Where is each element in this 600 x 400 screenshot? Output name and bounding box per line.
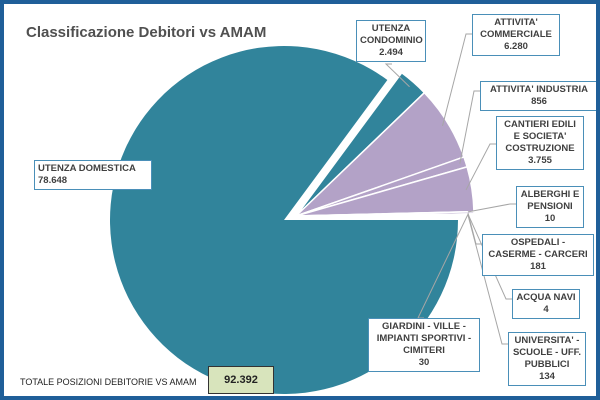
data-label-value: 10 xyxy=(544,213,556,224)
data-label-name: ALBERGHI E PENSIONI xyxy=(520,189,580,212)
chart-title: Classificazione Debitori vs AMAM xyxy=(26,24,267,41)
data-label-value: 6.280 xyxy=(504,41,528,52)
pie-slice xyxy=(295,213,475,217)
data-label: ALBERGHI E PENSIONI 10 xyxy=(516,186,584,228)
data-label-value: 134 xyxy=(539,371,555,382)
data-label-value: 2.494 xyxy=(379,47,403,58)
data-label-value: 30 xyxy=(418,357,430,368)
data-label: ATTIVITA' COMMERCIALE 6.280 xyxy=(472,14,560,56)
data-label-name: ATTIVITA' INDUSTRIA xyxy=(490,84,588,95)
data-label-name: UNIVERSITA' - SCUOLE - UFF. PUBBLICI xyxy=(512,335,582,370)
data-label: GIARDINI - VILLE - IMPIANTI SPORTIVI - C… xyxy=(368,318,480,372)
data-label-name: OSPEDALI - CASERME - CARCERI xyxy=(488,237,588,260)
data-label-value: 4 xyxy=(543,304,549,315)
data-label: UTENZA CONDOMINIO 2.494 xyxy=(356,20,426,62)
data-label-name: UTENZA CONDOMINIO xyxy=(360,23,423,46)
data-label: ACQUA NAVI 4 xyxy=(512,289,580,319)
pie-chart xyxy=(110,33,516,395)
data-label-name: ATTIVITA' COMMERCIALE xyxy=(480,17,552,40)
data-label-value: 3.755 xyxy=(528,155,552,166)
leader-line xyxy=(467,203,516,213)
total-value: 92.392 xyxy=(208,366,274,394)
pie-slice xyxy=(110,46,459,395)
data-label: UNIVERSITA' - SCUOLE - UFF. PUBBLICI 134 xyxy=(508,332,586,386)
total-label: TOTALE POSIZIONI DEBITORIE VS AMAM xyxy=(20,377,197,387)
data-label-value: 181 xyxy=(530,261,546,272)
leader-line xyxy=(465,143,496,191)
leader-line xyxy=(459,90,480,164)
data-label: ATTIVITA' INDUSTRIA 856 xyxy=(480,81,596,111)
leader-line xyxy=(442,33,472,126)
leader-line xyxy=(467,213,512,300)
data-label: CANTIERI EDILI E SOCIETA' COSTRUZIONE 3.7… xyxy=(496,116,584,170)
data-label-name: ACQUA NAVI xyxy=(516,292,576,303)
data-label: UTENZA DOMESTICA 78.648 xyxy=(34,160,152,190)
data-label-name: CANTIERI EDILI E SOCIETA' COSTRUZIONE xyxy=(504,119,576,154)
data-label-name: GIARDINI - VILLE - IMPIANTI SPORTIVI - C… xyxy=(376,321,472,356)
data-label-name: UTENZA DOMESTICA xyxy=(38,163,136,174)
data-label-value: 856 xyxy=(531,96,547,107)
leader-line xyxy=(384,63,410,88)
data-label: OSPEDALI - CASERME - CARCERI 181 xyxy=(482,234,594,276)
leader-line xyxy=(467,215,508,345)
data-label-value: 78.648 xyxy=(38,175,68,186)
